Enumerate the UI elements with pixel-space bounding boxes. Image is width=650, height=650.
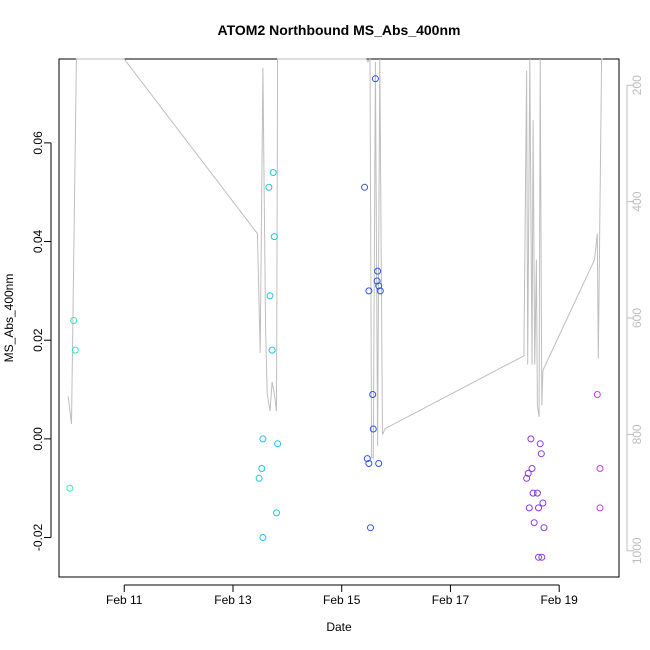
data-point [535, 504, 542, 512]
grey-line [67, 57, 603, 459]
x-tick-label: Feb 13 [214, 593, 252, 607]
data-point [375, 460, 383, 467]
y2-tick-label: 800 [630, 424, 644, 444]
y-axis: -0.02 0.00 0.02 0.04 0.06 [31, 131, 52, 552]
y2-axis: 200 400 600 800 1000 [626, 75, 644, 564]
x-tick-label: Feb 11 [106, 593, 143, 607]
y-axis-label: MS_Abs_400nm [2, 274, 16, 363]
data-point [259, 534, 267, 541]
data-point [596, 504, 604, 512]
data-point [255, 474, 263, 482]
data-point [363, 455, 371, 463]
data-point [538, 553, 546, 561]
data-point [524, 469, 532, 477]
data-point [376, 287, 384, 295]
data-point [369, 425, 377, 433]
line-series [67, 57, 603, 459]
data-point [523, 474, 531, 482]
x-tick-label: Feb 19 [541, 593, 579, 607]
data-point [268, 346, 276, 354]
data-point [273, 509, 280, 517]
y-tick-label: 0.06 [31, 131, 45, 155]
data-point [535, 553, 542, 561]
data-point [596, 465, 604, 472]
data-point [371, 75, 379, 83]
y2-tick-label: 1000 [630, 537, 644, 564]
x-axis-label: Date [326, 620, 352, 634]
data-point [270, 233, 278, 241]
x-tick-label: Feb 17 [432, 593, 470, 607]
x-tick-label: Feb 15 [323, 593, 361, 607]
data-point [540, 524, 548, 532]
data-point [373, 277, 381, 285]
point-series [66, 75, 604, 561]
data-point [265, 183, 273, 191]
y-tick-label: 0.02 [31, 328, 45, 352]
data-point [259, 435, 267, 443]
data-point [266, 292, 274, 300]
y-tick-label: 0.04 [31, 229, 45, 253]
data-point [361, 183, 369, 191]
data-point [537, 450, 545, 458]
data-point [527, 435, 535, 443]
data-point [533, 489, 541, 497]
data-point [528, 465, 536, 472]
data-point [365, 460, 373, 467]
data-point [369, 391, 377, 398]
data-point [539, 499, 547, 507]
data-point [258, 465, 266, 472]
data-point [70, 317, 78, 324]
y-tick-label: 0.00 [31, 427, 45, 451]
data-point [66, 484, 74, 492]
data-point [530, 519, 538, 527]
data-point [529, 489, 537, 497]
data-point [375, 282, 383, 290]
data-point [525, 504, 533, 512]
data-point [593, 391, 601, 398]
y2-tick-label: 400 [630, 191, 644, 211]
data-point [365, 287, 373, 295]
data-point [536, 440, 544, 448]
y2-tick-label: 200 [630, 75, 644, 95]
y2-tick-label: 600 [630, 308, 644, 328]
data-point [374, 267, 382, 275]
y-tick-label: -0.02 [31, 524, 45, 552]
data-point [274, 440, 282, 448]
data-point [71, 346, 79, 354]
data-point [367, 524, 374, 532]
x-axis: Feb 11 Feb 13 Feb 15 Feb 17 Feb 19 [106, 584, 579, 607]
chart-title: ATOM2 Northbound MS_Abs_400nm [218, 22, 461, 38]
data-point [269, 169, 277, 176]
